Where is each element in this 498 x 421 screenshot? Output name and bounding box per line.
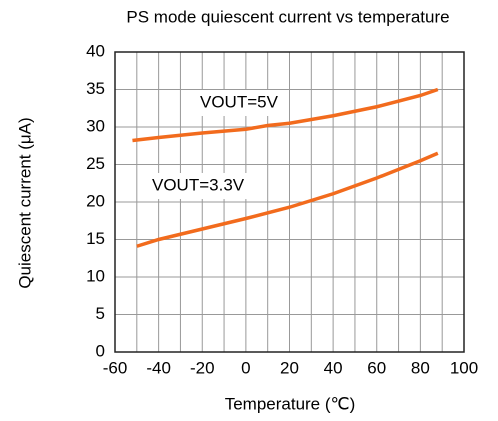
line-series — [132, 87, 439, 143]
y-axis-label: Quiescent current (μA) — [15, 117, 34, 288]
y-tick-label: 40 — [86, 41, 105, 60]
x-tick-label: -40 — [146, 358, 171, 377]
plot-frame — [114, 51, 465, 353]
series-label: VOUT=3.3V — [152, 175, 245, 194]
line-series — [136, 151, 439, 248]
y-tick-label: 20 — [86, 191, 105, 210]
label-background — [194, 90, 286, 116]
x-tick-label: 0 — [241, 358, 250, 377]
x-axis-label: Temperature (℃) — [225, 394, 356, 413]
y-tick-label: 10 — [86, 266, 105, 285]
x-tick-label: 60 — [367, 358, 386, 377]
y-tick-label: 5 — [96, 304, 105, 323]
x-tick-label: 40 — [324, 358, 343, 377]
label-background — [146, 173, 258, 199]
x-tick-label: -60 — [103, 358, 128, 377]
x-tick-label: 100 — [450, 358, 478, 377]
y-tick-label: 15 — [86, 229, 105, 248]
y-tick-label: 35 — [86, 79, 105, 98]
series-label: VOUT=5V — [200, 92, 279, 111]
y-tick-label: 30 — [86, 116, 105, 135]
chart-title: PS mode quiescent current vs temperature — [126, 7, 449, 26]
x-tick-label: 20 — [280, 358, 299, 377]
y-tick-label: 25 — [86, 154, 105, 173]
x-tick-label: -20 — [190, 358, 215, 377]
x-tick-label: 80 — [411, 358, 430, 377]
y-tick-label: 0 — [96, 341, 105, 360]
